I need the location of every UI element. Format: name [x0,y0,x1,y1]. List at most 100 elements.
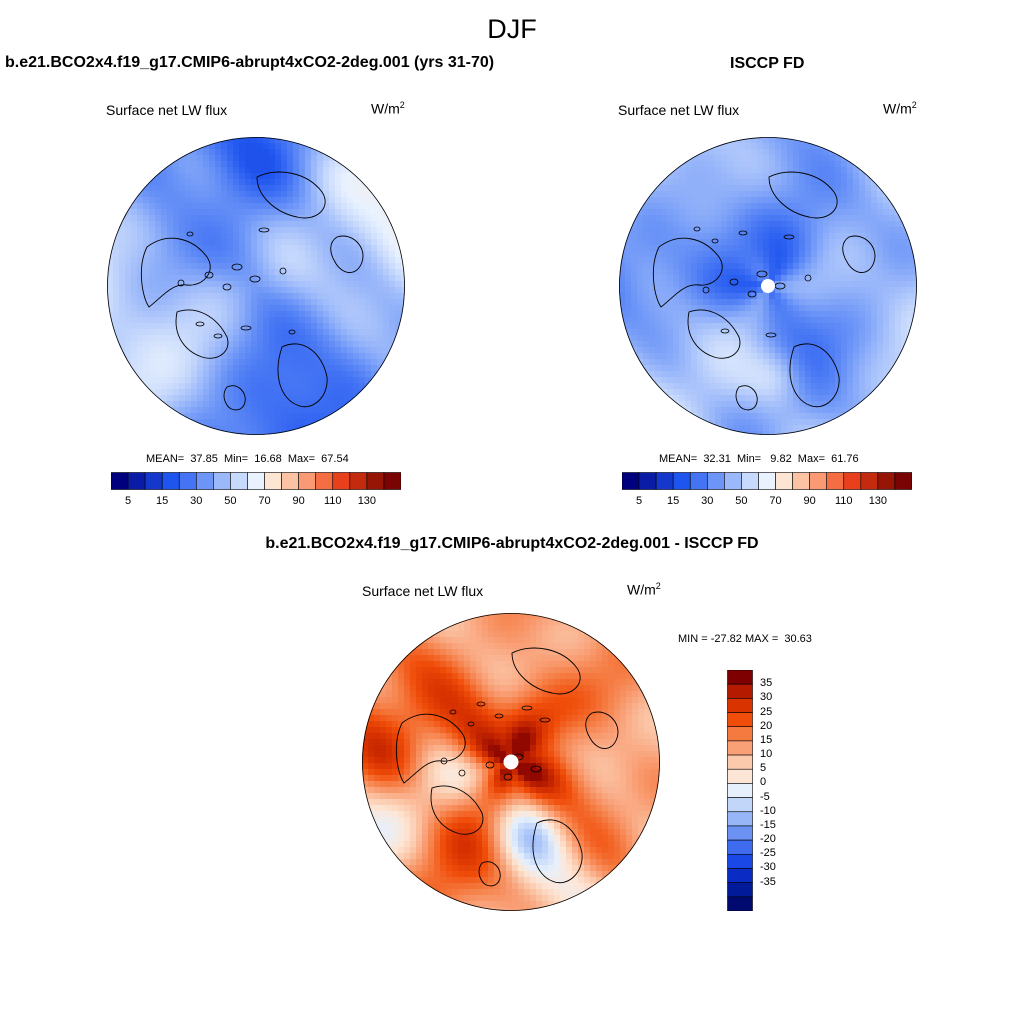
field-cell [703,311,710,318]
field-cell [901,281,908,288]
field-cell [661,161,668,168]
field-cell [625,425,632,432]
field-cell [865,365,872,372]
field-cell [275,311,282,318]
field-cell [889,167,896,174]
field-cell [619,209,626,216]
field-cell [733,185,740,192]
field-cell [203,431,210,435]
field-cell [853,239,860,246]
field-cell [631,305,638,312]
field-cell [913,407,917,414]
field-cell [125,317,132,324]
field-cell [757,275,764,282]
field-cell [185,263,192,270]
field-cell [359,395,366,402]
field-cell [619,353,626,360]
field-cell [269,329,276,336]
field-cell [377,215,384,222]
field-cell [859,293,866,300]
field-cell [661,227,668,234]
field-cell [907,323,914,330]
field-cell [119,395,126,402]
field-cell [281,377,288,384]
field-cell [895,191,902,198]
panel-1-title: b.e21.BCO2x4.f19_g17.CMIP6-abrupt4xCO2-2… [5,54,495,71]
field-cell [883,383,890,390]
field-cell [185,185,192,192]
field-cell [371,143,378,150]
field-cell [353,365,360,372]
field-cell [631,221,638,228]
field-cell [637,143,644,150]
field-cell [751,365,758,372]
field-cell [727,203,734,210]
field-cell [871,365,878,372]
field-cell [847,425,854,432]
field-cell [673,419,680,426]
field-cell [643,167,650,174]
field-cell [709,365,716,372]
field-cell [643,143,650,150]
field-cell [209,353,216,360]
field-cell [377,395,384,402]
field-cell [149,173,156,180]
field-cell [853,227,860,234]
field-cell [619,149,626,156]
field-cell [341,143,348,150]
field-cell [643,185,650,192]
field-cell [107,389,114,396]
field-cell [781,227,788,234]
field-cell [113,413,120,420]
field-cell [263,191,270,198]
field-cell [763,317,770,324]
field-cell [365,323,372,330]
field-cell [329,203,336,210]
field-cell [233,305,240,312]
field-cell [203,239,210,246]
field-cell [703,401,710,408]
field-cell [895,161,902,168]
field-cell [263,227,270,234]
field-cell [871,401,878,408]
field-cell [757,269,764,276]
field-cell [215,155,222,162]
field-cell [721,401,728,408]
island-coastline [222,283,232,291]
field-cell [901,335,908,342]
field-cell [757,365,764,372]
field-cell [389,335,396,342]
field-cell [389,425,396,432]
field-cell [359,293,366,300]
field-cell [649,371,656,378]
field-cell [913,149,917,156]
field-cell [335,227,342,234]
field-cell [637,149,644,156]
field-cell [685,281,692,288]
field-cell [287,377,294,384]
field-cell [865,413,872,420]
field-cell [775,413,782,420]
field-cell [775,335,782,342]
field-cell [673,299,680,306]
field-cell [637,281,644,288]
field-cell [703,161,710,168]
field-cell [649,263,656,270]
field-cell [739,293,746,300]
field-cell [805,347,812,354]
field-cell [185,269,192,276]
field-cell [221,305,228,312]
field-cell [167,293,174,300]
field-cell [203,371,210,378]
field-cell [131,305,138,312]
field-cell [191,413,198,420]
field-cell [631,371,638,378]
field-cell [649,233,656,240]
field-cell [311,233,318,240]
field-cell [727,215,734,222]
field-cell [883,215,890,222]
field-cell [401,425,405,432]
field-cell [661,287,668,294]
field-cell [197,167,204,174]
field-cell [715,281,722,288]
